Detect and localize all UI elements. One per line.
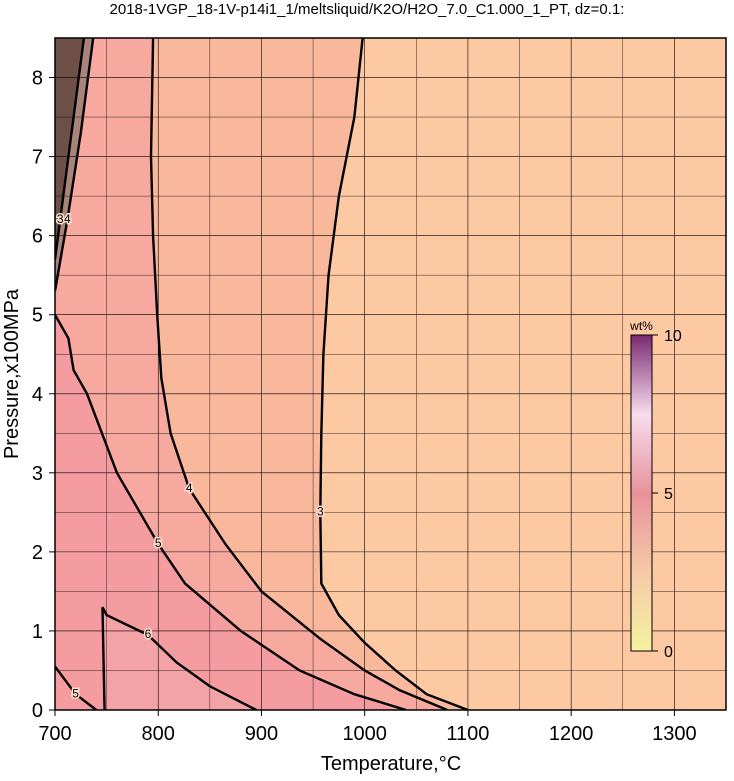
x-tick-label: 1100 — [446, 723, 489, 745]
x-tick-label: 900 — [245, 723, 278, 745]
x-tick-label: 1200 — [549, 723, 594, 745]
x-tick-label: 1000 — [342, 723, 387, 745]
chart-title: 2018-1VGP_18-1V-p14i1_1/meltsliquid/K2O/… — [110, 1, 625, 18]
y-tick-label: 2 — [32, 542, 43, 564]
contour-line — [55, 314, 407, 710]
y-tick-label: 4 — [32, 384, 43, 406]
contour-label: 5 — [155, 536, 162, 550]
y-tick-label: 8 — [32, 68, 43, 90]
contour-line — [319, 38, 469, 710]
x-tick-label: 700 — [38, 723, 71, 745]
y-tick-label: 3 — [32, 463, 43, 485]
contour-label: 5 — [72, 686, 79, 700]
contour-line — [55, 38, 86, 260]
x-tick-label: 800 — [142, 723, 175, 745]
contour-line — [149, 38, 448, 710]
plot-frame — [54, 37, 727, 711]
y-tick-label: 5 — [32, 305, 43, 327]
y-tick-label: 0 — [32, 700, 43, 722]
colorbar-tick-label: 0 — [664, 644, 673, 661]
colorbar-tick-label: 5 — [664, 486, 673, 503]
axes: 700 800 900 1000 1100 1200 1300012345678wt%051… — [32, 37, 727, 745]
contour-label: 3 — [57, 212, 64, 226]
y-tick-label: 1 — [32, 621, 43, 643]
x-axis-label: Temperature,°C — [321, 753, 461, 775]
colorbar-label: wt% — [629, 319, 653, 333]
x-tick-label: 1300 — [652, 723, 697, 745]
field — [55, 38, 726, 710]
colorbar — [630, 334, 653, 652]
contour-label: 4 — [64, 212, 71, 226]
y-tick-label: 6 — [32, 226, 43, 248]
contour-label: 6 — [145, 627, 152, 641]
contour-line — [101, 606, 257, 710]
contour-line — [55, 665, 98, 710]
y-tick-label: 7 — [32, 147, 43, 169]
colorbar-tick-label: 10 — [664, 328, 682, 345]
y-axis-label: Pressure,x100MPa — [1, 288, 23, 459]
contour-label: 4 — [186, 481, 193, 495]
contour-line — [55, 38, 95, 292]
contour-label: 3 — [317, 505, 324, 519]
contour-fill — [55, 314, 406, 710]
